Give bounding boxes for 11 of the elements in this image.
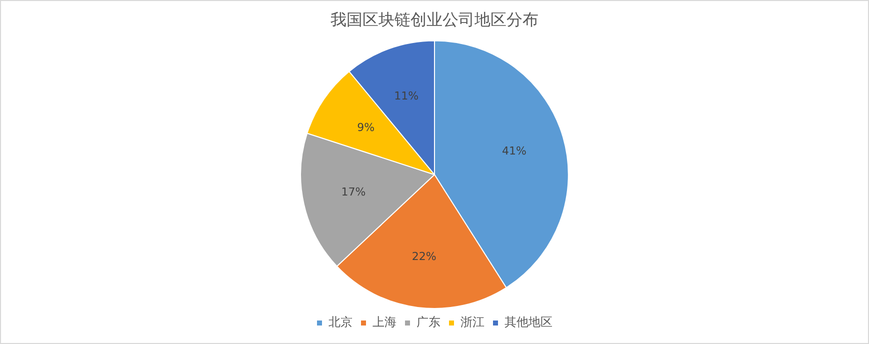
legend-label: 浙江: [460, 315, 484, 330]
chart-title: 我国区块链创业公司地区分布: [330, 10, 538, 29]
legend-label: 其他地区: [504, 315, 552, 330]
legend-label: 北京: [328, 315, 352, 330]
data-label: 41%: [502, 144, 526, 158]
legend-label: 上海: [372, 315, 396, 330]
data-label: 17%: [341, 186, 366, 199]
data-label: 9%: [357, 120, 375, 134]
legend-label: 广东: [416, 315, 440, 330]
data-label: 22%: [412, 250, 436, 263]
data-label: 11%: [394, 89, 419, 102]
